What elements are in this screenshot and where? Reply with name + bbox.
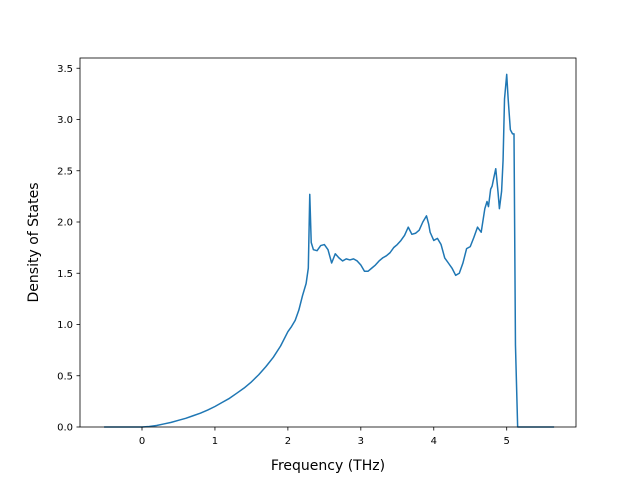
- x-tick-label: 5: [504, 436, 510, 447]
- x-tick-label: 4: [431, 436, 437, 447]
- y-tick-label: 1.0: [57, 320, 73, 331]
- y-tick-label: 0.0: [57, 423, 73, 434]
- y-tick-label: 3.5: [57, 64, 73, 75]
- y-tick-label: 2.0: [57, 218, 73, 229]
- y-tick-label: 3.0: [57, 115, 73, 126]
- y-tick-label: 0.5: [57, 371, 73, 382]
- x-tick-label: 1: [212, 436, 218, 447]
- x-axis-label: Frequency (THz): [271, 458, 385, 474]
- axis-ticks: 0 1 2 3 4 5 0.0 0.5 1.0 1.5 2.0 2.5 3.0 3.5: [57, 64, 510, 447]
- y-tick-label: 2.5: [57, 166, 73, 177]
- y-tick-label: 1.5: [57, 269, 73, 280]
- x-tick-label: 0: [139, 436, 145, 447]
- axes-frame: [79, 57, 577, 428]
- plot-area: [104, 73, 555, 428]
- x-tick-label: 3: [358, 436, 364, 447]
- y-axis-label: Density of States: [26, 183, 42, 303]
- dos-curve-0: [104, 73, 555, 428]
- x-tick-label: 2: [285, 436, 291, 447]
